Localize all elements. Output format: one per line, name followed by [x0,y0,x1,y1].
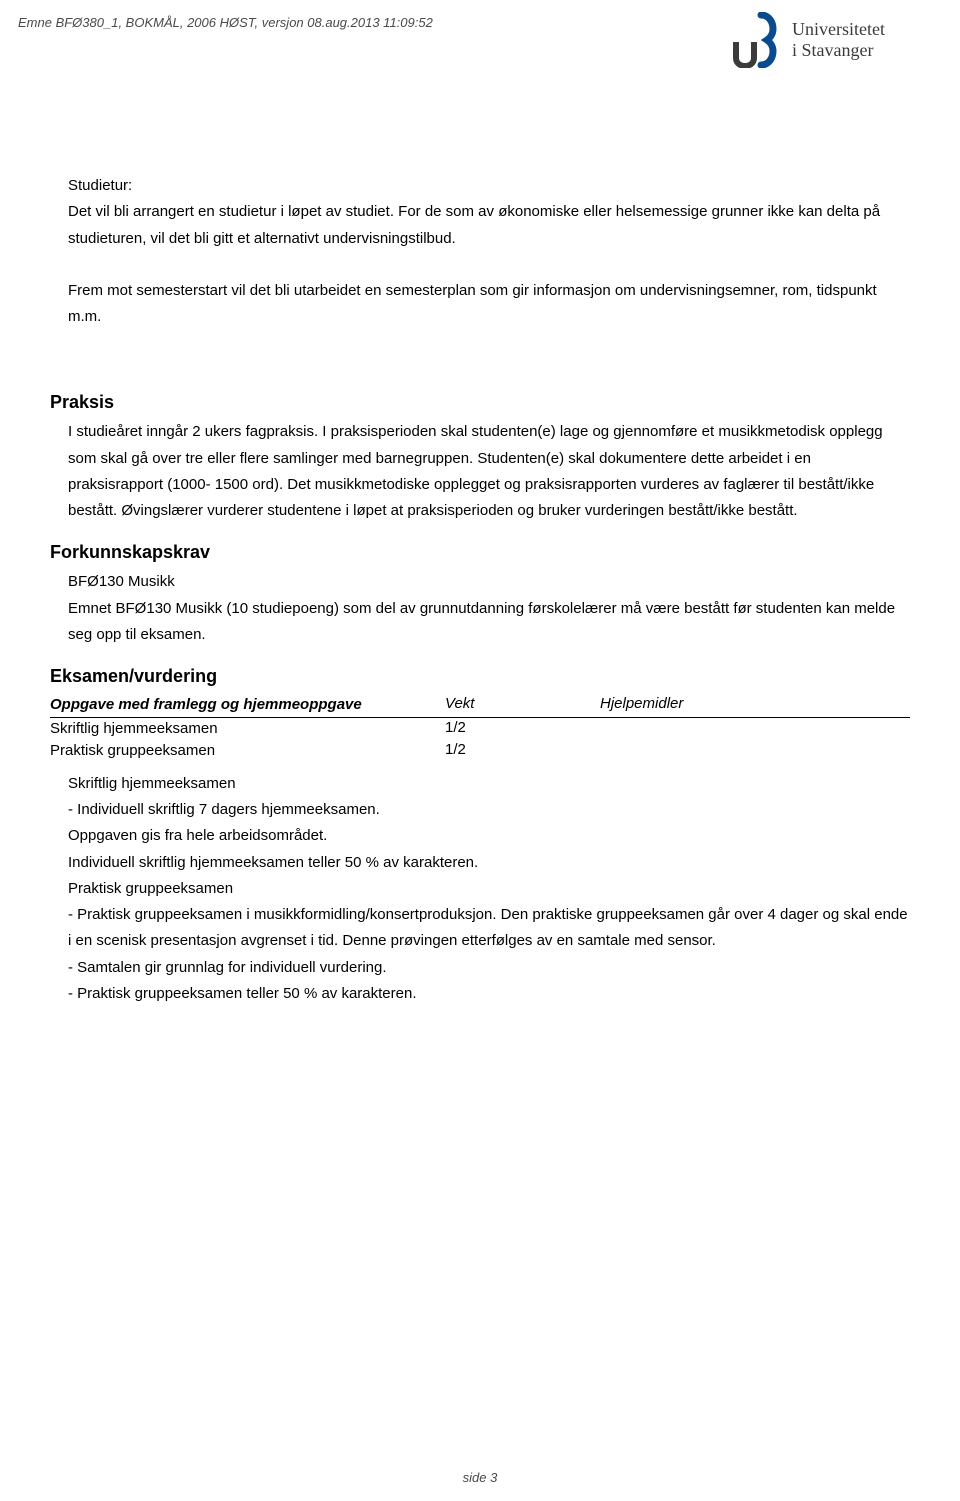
exam-detail-line: Oppgaven gis fra hele arbeidsområdet. [68,823,910,849]
exam-detail-title-1: Skriftlig hjemmeeksamen [68,771,910,797]
exam-table: Oppgave med framlegg og hjemmeoppgave Ve… [50,695,910,761]
table-row: Skriftlig hjemmeeksamen 1/2 [50,718,910,739]
exam-th-2: Vekt [445,695,600,715]
exam-th-1: Oppgave med framlegg og hjemmeoppgave [50,695,445,715]
studietur-title: Studietur: [68,173,910,199]
exam-th-3: Hjelpemidler [600,695,910,715]
exam-r2-c1: Praktisk gruppeeksamen [50,741,445,761]
studietur-p1: Det vil bli arrangert en studietur i løp… [68,199,910,252]
eksamen-heading: Eksamen/vurdering [50,666,910,687]
praksis-heading: Praksis [50,392,910,413]
exam-detail-line: - Praktisk gruppeeksamen teller 50 % av … [68,981,910,1007]
document-content: Studietur: Det vil bli arrangert en stud… [0,68,960,1007]
page-header: Emne BFØ380_1, BOKMÅL, 2006 HØST, versjo… [0,0,960,68]
document-meta: Emne BFØ380_1, BOKMÅL, 2006 HØST, versjo… [18,12,433,30]
exam-table-header: Oppgave med framlegg og hjemmeoppgave Ve… [50,695,910,718]
forkunnskapskrav-heading: Forkunnskapskrav [50,542,910,563]
forkunnskapskrav-body: BFØ130 Musikk Emnet BFØ130 Musikk (10 st… [68,569,910,648]
page-footer: side 3 [0,1470,960,1485]
university-name-line2: i Stavanger [792,40,885,61]
table-row: Praktisk gruppeeksamen 1/2 [50,740,910,761]
exam-details: Skriftlig hjemmeeksamen - Individuell sk… [68,771,910,1007]
exam-detail-line: Individuell skriftlig hjemmeeksamen tell… [68,850,910,876]
exam-detail-line: - Samtalen gir grunnlag for individuell … [68,955,910,981]
university-name-line1: Universitetet [792,19,885,40]
university-name: Universitetet i Stavanger [792,19,885,60]
exam-r1-c2: 1/2 [445,719,600,739]
exam-detail-title-2: Praktisk gruppeeksamen [68,876,910,902]
forkunnskapskrav-line2: Emnet BFØ130 Musikk (10 studiepoeng) som… [68,596,910,649]
studietur-section: Studietur: Det vil bli arrangert en stud… [68,173,910,330]
praksis-body: I studieåret inngår 2 ukers fagpraksis. … [68,419,910,524]
uis-logo-icon [726,12,782,68]
exam-r1-c1: Skriftlig hjemmeeksamen [50,719,445,739]
exam-detail-line: - Individuell skriftlig 7 dagers hjemmee… [68,797,910,823]
university-logo: Universitetet i Stavanger [726,12,885,68]
exam-r2-c2: 1/2 [445,741,600,761]
forkunnskapskrav-line1: BFØ130 Musikk [68,569,910,595]
studietur-p2: Frem mot semesterstart vil det bli utarb… [68,278,910,331]
exam-detail-line: - Praktisk gruppeeksamen i musikkformidl… [68,902,910,955]
